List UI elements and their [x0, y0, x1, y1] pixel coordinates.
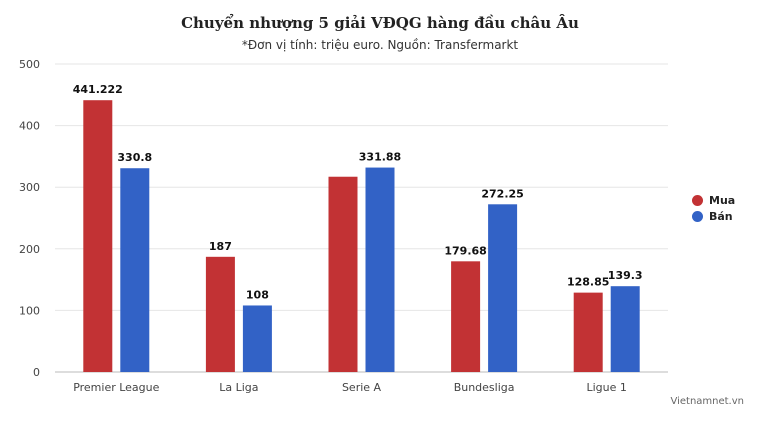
- y-tick-label: 0: [33, 366, 40, 379]
- x-tick-label: Bundesliga: [454, 381, 515, 394]
- y-tick-label: 200: [19, 243, 40, 256]
- bar: [573, 292, 603, 372]
- y-tick-label: 400: [19, 120, 40, 133]
- data-label: 128.85: [567, 276, 609, 289]
- data-label: 272.25: [481, 187, 523, 200]
- y-tick-label: 100: [19, 304, 40, 317]
- data-label: 179.68: [444, 244, 486, 257]
- legend-label-ban: Bán: [709, 209, 733, 223]
- data-label: 330.8: [117, 151, 152, 164]
- data-label: 331.88: [359, 151, 401, 164]
- legend-item-mua[interactable]: Mua: [692, 192, 735, 208]
- source-credit: Vietnamnet.vn: [670, 396, 744, 407]
- chart-title: Chuyển nhượng 5 giải VĐQG hàng đầu châu …: [181, 14, 579, 32]
- bar: [451, 261, 481, 372]
- legend-swatch-mua: [692, 194, 703, 206]
- x-tick-label: Serie A: [342, 381, 382, 394]
- legend-label-mua: Mua: [709, 193, 736, 207]
- y-tick-label: 500: [19, 58, 40, 71]
- bar: [328, 176, 358, 372]
- bar: [365, 167, 395, 372]
- data-label: 187: [209, 240, 232, 253]
- x-tick-label: Ligue 1: [586, 381, 626, 394]
- bar: [610, 286, 640, 372]
- x-tick-label: La Liga: [219, 381, 258, 394]
- chart-subtitle: *Đơn vị tính: triệu euro. Nguồn: Transfe…: [241, 38, 519, 52]
- bar: [120, 168, 150, 372]
- data-label: 441.222: [73, 83, 123, 96]
- bar: [488, 204, 518, 372]
- bar: [83, 100, 113, 372]
- data-label: 108: [246, 288, 269, 301]
- x-tick-label: Premier League: [73, 381, 159, 394]
- bar: [242, 305, 272, 372]
- legend: Mua Bán: [692, 192, 735, 224]
- data-label: 139.3: [608, 269, 643, 282]
- y-tick-label: 300: [19, 181, 40, 194]
- bar: [205, 256, 235, 372]
- legend-item-ban[interactable]: Bán: [692, 208, 735, 224]
- legend-swatch-ban: [692, 210, 703, 222]
